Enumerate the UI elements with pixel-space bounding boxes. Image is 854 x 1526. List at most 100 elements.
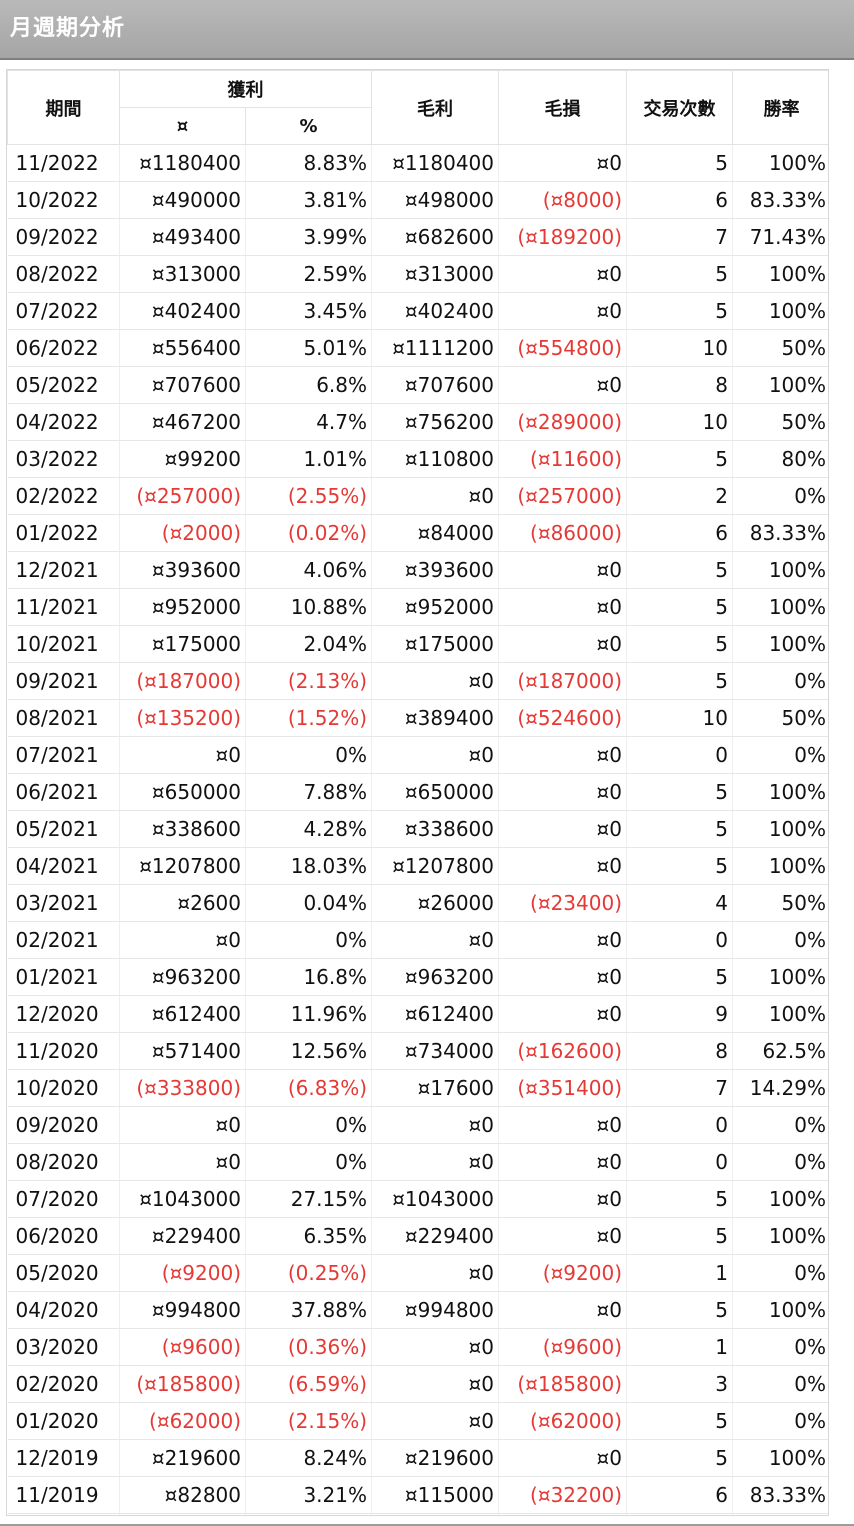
profit-amount-cell: (¤257000) [119,477,246,515]
profit-amount-cell: ¤338600 [119,810,246,848]
gross-profit-cell: ¤1111200 [371,329,499,367]
filler-cell [7,1513,120,1515]
table-row: 12/2020 ¤612400 11.96% ¤612400 ¤0 9 100% [7,995,828,1033]
win-rate-cell: 100% [732,847,828,885]
win-rate-cell: 100% [732,144,828,182]
gross-profit-cell: ¤0 [371,662,499,700]
period-cell: 08/2020 [7,1143,120,1181]
trade-count-cell: 5 [626,255,733,293]
profit-percent-cell: (6.59%) [245,1365,372,1403]
win-rate-cell: 0% [732,477,828,515]
profit-percent-cell: (2.55%) [245,477,372,515]
trade-count-cell: 7 [626,218,733,256]
gross-loss-cell: (¤9600) [498,1328,627,1366]
gross-profit-cell: ¤0 [371,736,499,774]
profit-percent-cell: 0.04% [245,884,372,922]
period-cell: 01/2021 [7,958,120,996]
period-cell: 11/2019 [7,1476,120,1514]
profit-amount-cell: ¤1180400 [119,144,246,182]
header-win-rate: 勝率 [732,70,828,145]
gross-loss-cell: (¤257000) [498,477,627,515]
period-cell: 02/2022 [7,477,120,515]
profit-percent-cell: 27.15% [245,1180,372,1218]
period-cell: 02/2021 [7,921,120,959]
gross-loss-cell: (¤185800) [498,1365,627,1403]
trade-count-cell: 5 [626,625,733,663]
trade-count-cell: 5 [626,1402,733,1440]
gross-loss-cell: ¤0 [498,255,627,293]
profit-amount-cell: ¤650000 [119,773,246,811]
profit-percent-cell: (0.02%) [245,514,372,552]
gross-profit-cell: ¤313000 [371,255,499,293]
period-cell: 07/2022 [7,292,120,330]
table-row: 06/2022 ¤556400 5.01% ¤1111200 (¤554800) 10 50… [7,329,828,367]
trade-count-cell: 5 [626,292,733,330]
period-cell: 11/2020 [7,1032,120,1070]
gross-loss-cell: ¤0 [498,625,627,663]
win-rate-cell: 100% [732,292,828,330]
profit-percent-cell: 4.28% [245,810,372,848]
filler-cell [498,1513,627,1515]
gross-profit-cell: ¤498000 [371,181,499,219]
profit-amount-cell: ¤0 [119,921,246,959]
win-rate-cell: 100% [732,551,828,589]
gross-loss-cell: ¤0 [498,1106,627,1144]
profit-percent-cell: 8.24% [245,1439,372,1477]
period-cell: 11/2022 [7,144,120,182]
profit-percent-cell: 0% [245,921,372,959]
table-row: 10/2022 ¤490000 3.81% ¤498000 (¤8000) 6 83.33% [7,181,828,219]
gross-loss-cell: ¤0 [498,292,627,330]
gross-loss-cell: (¤62000) [498,1402,627,1440]
period-cell: 08/2021 [7,699,120,737]
win-rate-cell: 83.33% [732,514,828,552]
table-body: 11/2022 ¤1180400 8.83% ¤1180400 ¤0 5 100% 10/20… [7,144,828,1515]
monthly-table-frame: 期間 獲利 毛利 毛損 交易次數 勝率 ¤ % 11/2022 ¤1180400 8… [6,69,829,1516]
win-rate-cell: 50% [732,329,828,367]
period-cell: 05/2020 [7,1254,120,1292]
profit-amount-cell: ¤0 [119,736,246,774]
gross-profit-cell: ¤110800 [371,440,499,478]
table-row: 09/2022 ¤493400 3.99% ¤682600 (¤189200) 7 71.4… [7,218,828,256]
gross-loss-cell: ¤0 [498,551,627,589]
gross-profit-cell: ¤682600 [371,218,499,256]
profit-percent-cell: 37.88% [245,1291,372,1329]
win-rate-cell: 100% [732,1217,828,1255]
gross-loss-cell: (¤351400) [498,1069,627,1107]
table-row: 01/2022 (¤2000) (0.02%) ¤84000 (¤86000) 6 83.3… [7,514,828,552]
header-trade-count: 交易次數 [626,70,733,145]
profit-percent-cell: 3.45% [245,292,372,330]
profit-percent-cell: 3.99% [245,218,372,256]
win-rate-cell: 0% [732,1365,828,1403]
table-row: 06/2020 ¤229400 6.35% ¤229400 ¤0 5 100% [7,1217,828,1255]
profit-amount-cell: (¤9600) [119,1328,246,1366]
profit-amount-cell: (¤185800) [119,1365,246,1403]
trade-count-cell: 0 [626,1143,733,1181]
gross-profit-cell: ¤0 [371,1143,499,1181]
profit-percent-cell: (0.36%) [245,1328,372,1366]
trade-count-cell: 1 [626,1254,733,1292]
period-cell: 03/2022 [7,440,120,478]
profit-amount-cell: ¤0 [119,1106,246,1144]
table-row: 04/2022 ¤467200 4.7% ¤756200 (¤289000) 10 50% [7,403,828,441]
profit-amount-cell: ¤219600 [119,1439,246,1477]
trade-count-cell: 2 [626,477,733,515]
win-rate-cell: 100% [732,625,828,663]
trade-count-cell: 5 [626,551,733,589]
gross-loss-cell: ¤0 [498,366,627,404]
table-row: 05/2020 (¤9200) (0.25%) ¤0 (¤9200) 1 0% [7,1254,828,1292]
panel-title: 月週期分析 [0,0,854,60]
table-row: 05/2021 ¤338600 4.28% ¤338600 ¤0 5 100% [7,810,828,848]
profit-percent-cell: 18.03% [245,847,372,885]
table-row: 03/2020 (¤9600) (0.36%) ¤0 (¤9600) 1 0% [7,1328,828,1366]
trade-count-cell: 5 [626,1180,733,1218]
table-row: 06/2021 ¤650000 7.88% ¤650000 ¤0 5 100% [7,773,828,811]
gross-loss-cell: (¤289000) [498,403,627,441]
gross-profit-cell: ¤1043000 [371,1180,499,1218]
gross-profit-cell: ¤26000 [371,884,499,922]
table-row: 02/2022 (¤257000) (2.55%) ¤0 (¤257000) 2 0% [7,477,828,515]
gross-profit-cell: ¤402400 [371,292,499,330]
gross-profit-cell: ¤0 [371,1106,499,1144]
profit-percent-cell: 1.01% [245,440,372,478]
period-cell: 06/2021 [7,773,120,811]
period-cell: 09/2021 [7,662,120,700]
